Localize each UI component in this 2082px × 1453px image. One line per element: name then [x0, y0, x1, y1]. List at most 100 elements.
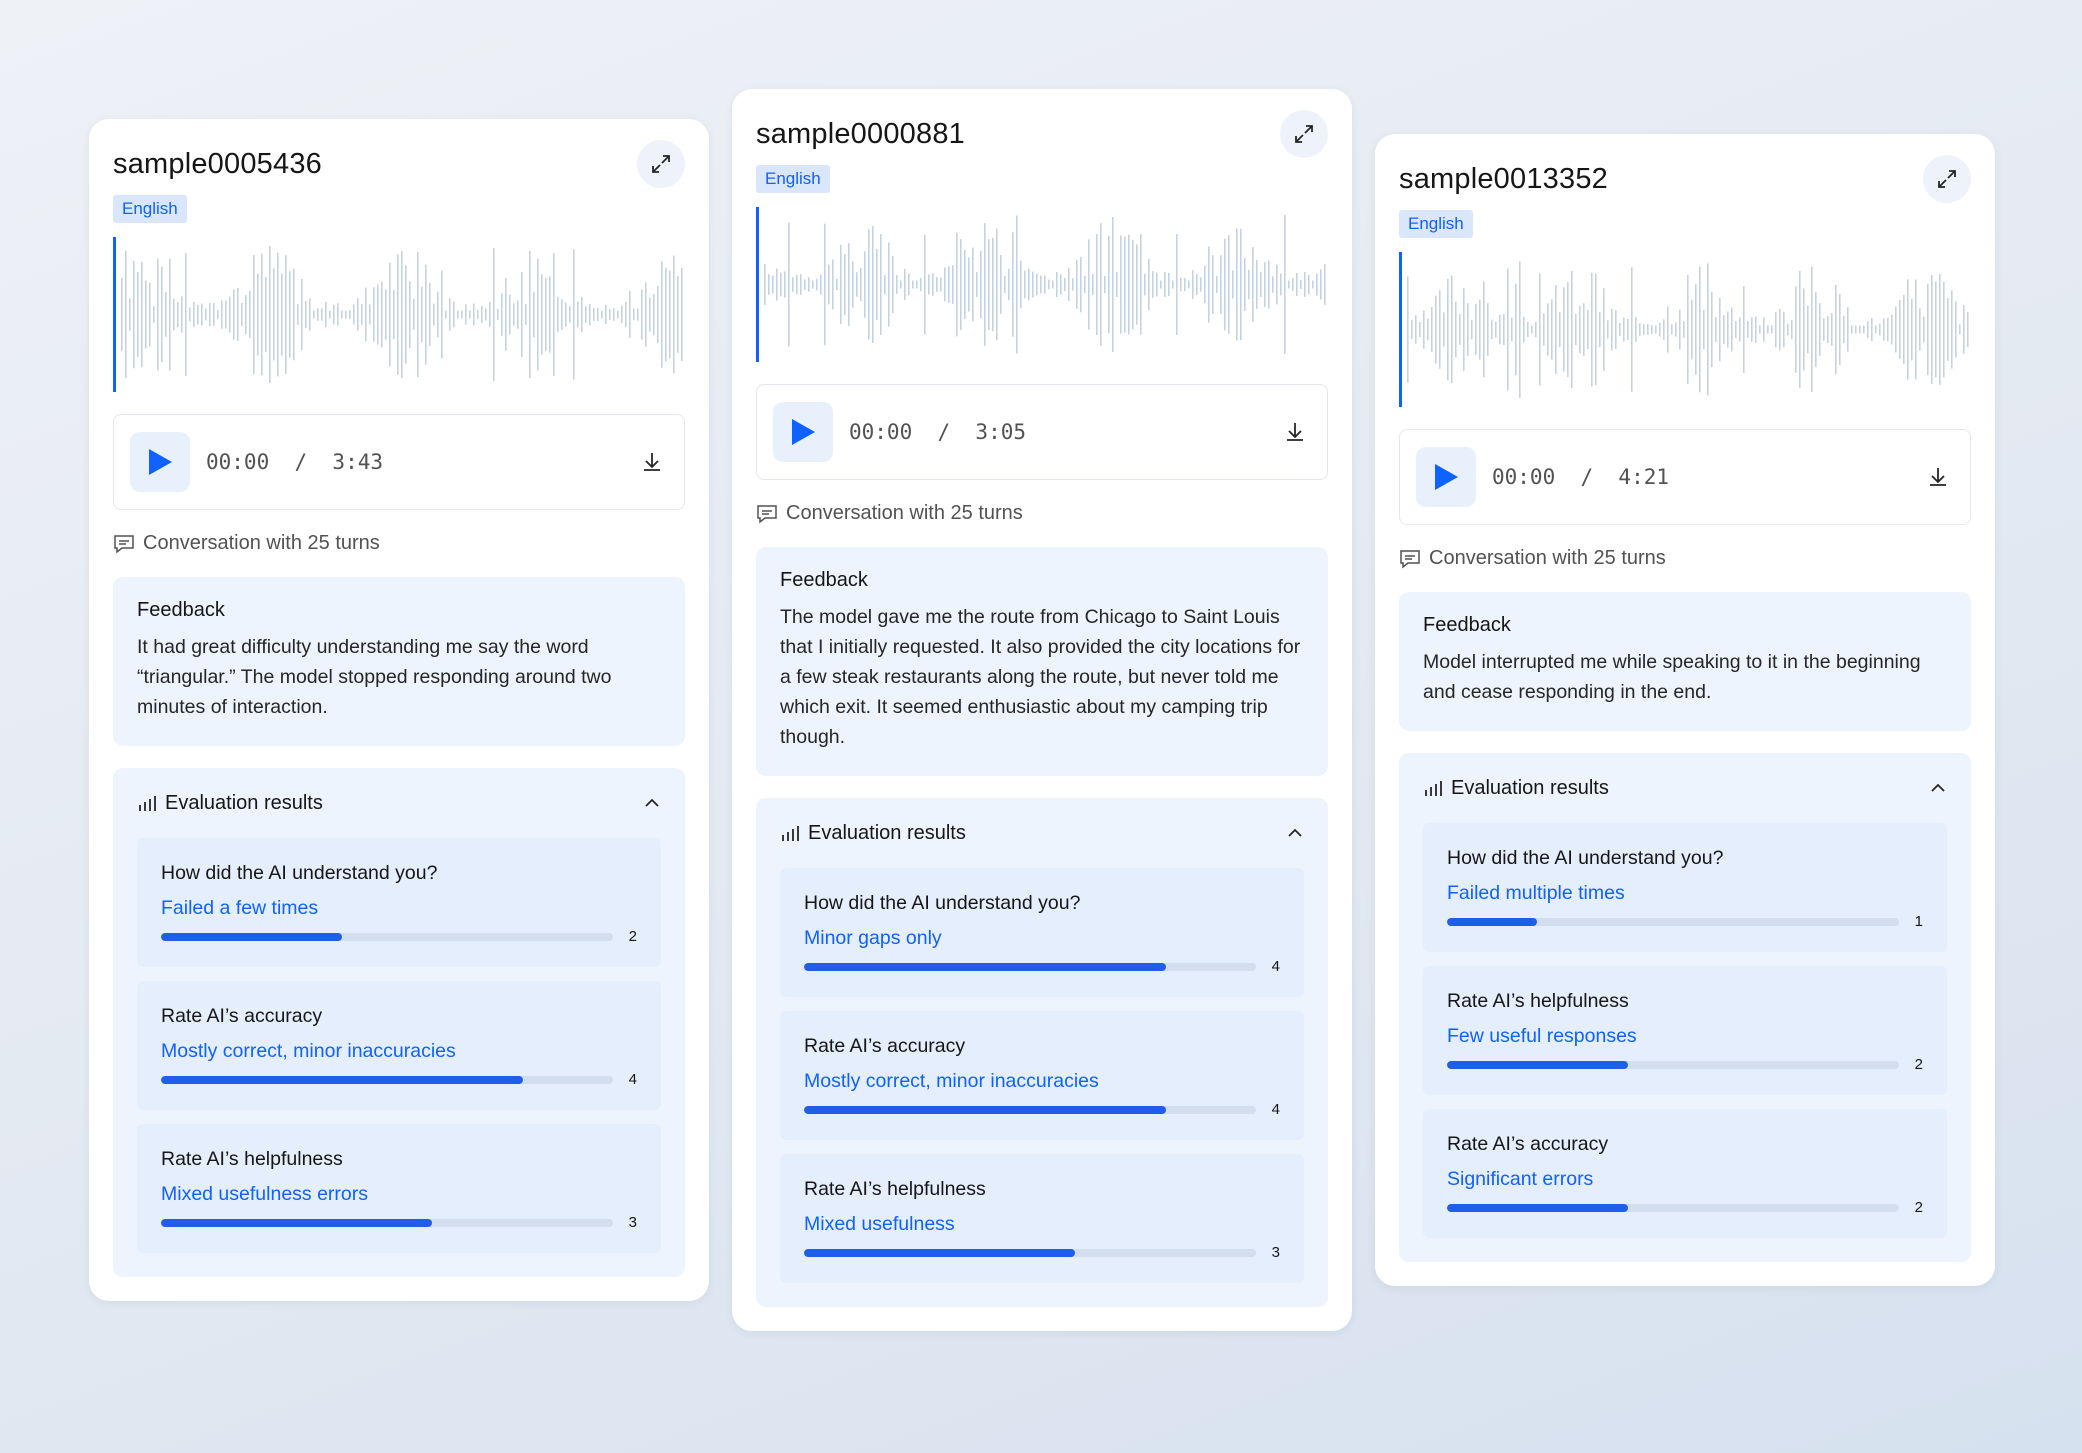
- bar-chart-icon: [1425, 781, 1442, 796]
- play-icon: [792, 419, 815, 445]
- metric-answer: Failed a few times: [161, 897, 319, 919]
- metric-card: Rate AI’s helpfulness Few useful respons…: [1423, 966, 1947, 1095]
- waveform[interactable]: [1399, 252, 1971, 407]
- play-icon: [1435, 464, 1458, 490]
- sample-title: sample0005436: [113, 148, 322, 180]
- evaluation-title: Evaluation results: [808, 821, 966, 844]
- expand-icon: [1938, 170, 1956, 188]
- score-bar-fill: [1447, 917, 1538, 926]
- play-button[interactable]: [773, 402, 833, 462]
- chevron-up-icon[interactable]: [643, 794, 661, 812]
- expand-icon: [652, 155, 670, 173]
- playback-time: 00:00 / 3:43: [206, 450, 384, 474]
- feedback-title: Feedback: [137, 599, 225, 621]
- metric-answer: Mostly correct, minor inaccuracies: [804, 1070, 1099, 1092]
- playhead: [1399, 252, 1402, 407]
- audio-player: 00:00 / 3:43: [113, 414, 685, 510]
- playback-time: 00:00 / 3:05: [849, 420, 1027, 444]
- play-button[interactable]: [130, 432, 190, 492]
- metric-question: Rate AI’s helpfulness: [161, 1148, 343, 1170]
- play-icon: [149, 449, 172, 475]
- metric-card: Rate AI’s accuracy Mostly correct, minor…: [780, 1011, 1304, 1140]
- audio-player: 00:00 / 4:21: [1399, 429, 1971, 525]
- feedback-text: Model interrupted me while speaking to i…: [1423, 651, 1921, 703]
- score-bar-fill: [161, 1075, 523, 1084]
- evaluation-panel: Evaluation results How did the AI unders…: [756, 798, 1328, 1307]
- metric-question: How did the AI understand you?: [804, 892, 1081, 914]
- waveform[interactable]: [113, 237, 685, 392]
- chat-icon: [757, 504, 777, 524]
- conversation-turns: Conversation with 25 turns: [113, 532, 685, 555]
- metric-question: Rate AI’s helpfulness: [804, 1178, 986, 1200]
- metric-answer: Failed multiple times: [1447, 882, 1625, 904]
- playback-time: 00:00 / 4:21: [1492, 465, 1670, 489]
- metric-answer: Mixed usefulness errors: [161, 1183, 368, 1205]
- conversation-turns: Conversation with 25 turns: [1399, 547, 1971, 570]
- score-bar: [1447, 1203, 1899, 1212]
- evaluation-panel: Evaluation results How did the AI unders…: [113, 768, 685, 1277]
- evaluation-header[interactable]: Evaluation results: [780, 818, 1304, 848]
- chevron-up-icon[interactable]: [1929, 779, 1947, 797]
- download-button[interactable]: [636, 446, 668, 478]
- metric-question: Rate AI’s accuracy: [161, 1005, 323, 1027]
- metric-answer: Minor gaps only: [804, 927, 942, 949]
- evaluation-header[interactable]: Evaluation results: [137, 788, 661, 818]
- metric-card: Rate AI’s accuracy Significant errors 2: [1423, 1109, 1947, 1238]
- metric-score: 3: [628, 1214, 637, 1231]
- metric-card: How did the AI understand you? Minor gap…: [780, 868, 1304, 997]
- metric-question: How did the AI understand you?: [1447, 847, 1724, 869]
- score-bar: [804, 962, 1256, 971]
- score-bar-fill: [161, 1218, 433, 1227]
- metric-card: How did the AI understand you? Failed a …: [137, 838, 661, 967]
- evaluation-title: Evaluation results: [1451, 776, 1609, 799]
- metric-score: 4: [1271, 1101, 1280, 1118]
- score-bar-fill: [804, 1248, 1076, 1257]
- bar-chart-icon: [782, 826, 799, 841]
- chevron-up-icon[interactable]: [1286, 824, 1304, 842]
- evaluation-panel: Evaluation results How did the AI unders…: [1399, 753, 1971, 1262]
- evaluation-header[interactable]: Evaluation results: [1423, 773, 1947, 803]
- score-bar: [804, 1105, 1256, 1114]
- score-bar-fill: [161, 932, 342, 941]
- score-bar: [161, 1218, 613, 1227]
- metric-card: Rate AI’s helpfulness Mixed usefulness 3: [780, 1154, 1304, 1283]
- metric-question: Rate AI’s accuracy: [804, 1035, 966, 1057]
- score-bar: [161, 932, 613, 941]
- expand-button[interactable]: [1280, 110, 1328, 158]
- audio-player: 00:00 / 3:05: [756, 384, 1328, 480]
- metric-score: 2: [628, 928, 637, 945]
- download-button[interactable]: [1922, 461, 1954, 493]
- score-bar-fill: [804, 962, 1166, 971]
- feedback-title: Feedback: [780, 569, 868, 591]
- score-bar: [161, 1075, 613, 1084]
- feedback-panel: Feedback The model gave me the route fro…: [756, 547, 1328, 776]
- metric-answer: Significant errors: [1447, 1168, 1594, 1190]
- turns-label: Conversation with 25 turns: [143, 532, 380, 554]
- download-icon: [1287, 423, 1303, 441]
- feedback-text: It had great difficulty understanding me…: [137, 636, 612, 718]
- card-header: sample0005436: [113, 140, 685, 188]
- sample-card: sample0000881 English 00:00 / 3:05 Conve…: [732, 89, 1352, 1331]
- evaluation-title: Evaluation results: [165, 791, 323, 814]
- metric-answer: Mostly correct, minor inaccuracies: [161, 1040, 456, 1062]
- turns-label: Conversation with 25 turns: [1429, 547, 1666, 569]
- card-header: sample0013352: [1399, 155, 1971, 203]
- metric-score: 4: [628, 1071, 637, 1088]
- metric-card: Rate AI’s accuracy Mostly correct, minor…: [137, 981, 661, 1110]
- play-button[interactable]: [1416, 447, 1476, 507]
- language-tag: English: [1399, 210, 1473, 238]
- expand-button[interactable]: [637, 140, 685, 188]
- metric-score: 3: [1271, 1244, 1280, 1261]
- score-bar-fill: [1447, 1060, 1628, 1069]
- score-bar-fill: [1447, 1203, 1628, 1212]
- metric-answer: Mixed usefulness: [804, 1213, 955, 1235]
- language-tag: English: [756, 165, 830, 193]
- download-button[interactable]: [1279, 416, 1311, 448]
- metric-question: Rate AI’s helpfulness: [1447, 990, 1629, 1012]
- download-icon: [1930, 468, 1946, 486]
- score-bar-fill: [804, 1105, 1166, 1114]
- language-tag: English: [113, 195, 187, 223]
- card-header: sample0000881: [756, 110, 1328, 158]
- expand-button[interactable]: [1923, 155, 1971, 203]
- waveform[interactable]: [756, 207, 1328, 362]
